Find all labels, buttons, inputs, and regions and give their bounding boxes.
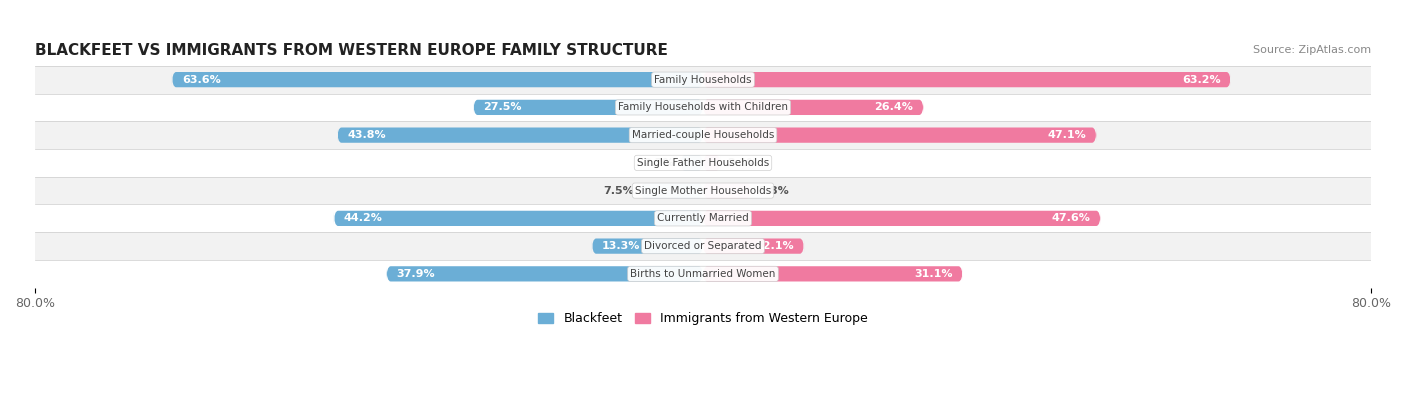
FancyBboxPatch shape xyxy=(335,211,703,226)
Bar xyxy=(35,66,1371,94)
Text: 2.1%: 2.1% xyxy=(727,158,758,168)
Text: Family Households: Family Households xyxy=(654,75,752,85)
FancyBboxPatch shape xyxy=(703,128,1097,143)
Text: 43.8%: 43.8% xyxy=(347,130,385,140)
Text: 7.5%: 7.5% xyxy=(603,186,634,196)
FancyBboxPatch shape xyxy=(640,183,703,198)
Text: Single Mother Households: Single Mother Households xyxy=(636,186,770,196)
Text: 13.3%: 13.3% xyxy=(602,241,640,251)
Bar xyxy=(35,94,1371,121)
Text: 44.2%: 44.2% xyxy=(344,213,382,223)
Bar xyxy=(35,177,1371,205)
Text: 12.1%: 12.1% xyxy=(755,241,794,251)
FancyBboxPatch shape xyxy=(703,155,720,171)
Text: 63.6%: 63.6% xyxy=(181,75,221,85)
Bar xyxy=(35,260,1371,288)
Text: Married-couple Households: Married-couple Households xyxy=(631,130,775,140)
FancyBboxPatch shape xyxy=(337,128,703,143)
Text: 2.7%: 2.7% xyxy=(643,158,673,168)
Bar xyxy=(35,121,1371,149)
Bar xyxy=(35,232,1371,260)
Text: 37.9%: 37.9% xyxy=(396,269,436,279)
FancyBboxPatch shape xyxy=(681,155,703,171)
Text: 47.6%: 47.6% xyxy=(1052,213,1091,223)
FancyBboxPatch shape xyxy=(387,266,703,282)
FancyBboxPatch shape xyxy=(703,72,1230,87)
FancyBboxPatch shape xyxy=(703,211,1101,226)
Bar xyxy=(35,205,1371,232)
FancyBboxPatch shape xyxy=(703,266,963,282)
Text: 31.1%: 31.1% xyxy=(914,269,953,279)
Text: 5.8%: 5.8% xyxy=(758,186,789,196)
FancyBboxPatch shape xyxy=(474,100,703,115)
Text: BLACKFEET VS IMMIGRANTS FROM WESTERN EUROPE FAMILY STRUCTURE: BLACKFEET VS IMMIGRANTS FROM WESTERN EUR… xyxy=(35,43,668,58)
Bar xyxy=(35,149,1371,177)
Text: 63.2%: 63.2% xyxy=(1182,75,1220,85)
FancyBboxPatch shape xyxy=(172,72,703,87)
Text: Source: ZipAtlas.com: Source: ZipAtlas.com xyxy=(1253,45,1371,55)
Text: 47.1%: 47.1% xyxy=(1047,130,1087,140)
Text: Currently Married: Currently Married xyxy=(657,213,749,223)
Text: 27.5%: 27.5% xyxy=(484,102,522,113)
Text: Single Father Households: Single Father Households xyxy=(637,158,769,168)
Text: Divorced or Separated: Divorced or Separated xyxy=(644,241,762,251)
FancyBboxPatch shape xyxy=(703,239,804,254)
FancyBboxPatch shape xyxy=(703,100,924,115)
Legend: Blackfeet, Immigrants from Western Europe: Blackfeet, Immigrants from Western Europ… xyxy=(533,307,873,330)
Text: Family Households with Children: Family Households with Children xyxy=(619,102,787,113)
FancyBboxPatch shape xyxy=(703,183,751,198)
FancyBboxPatch shape xyxy=(592,239,703,254)
Text: 26.4%: 26.4% xyxy=(875,102,914,113)
Text: Births to Unmarried Women: Births to Unmarried Women xyxy=(630,269,776,279)
